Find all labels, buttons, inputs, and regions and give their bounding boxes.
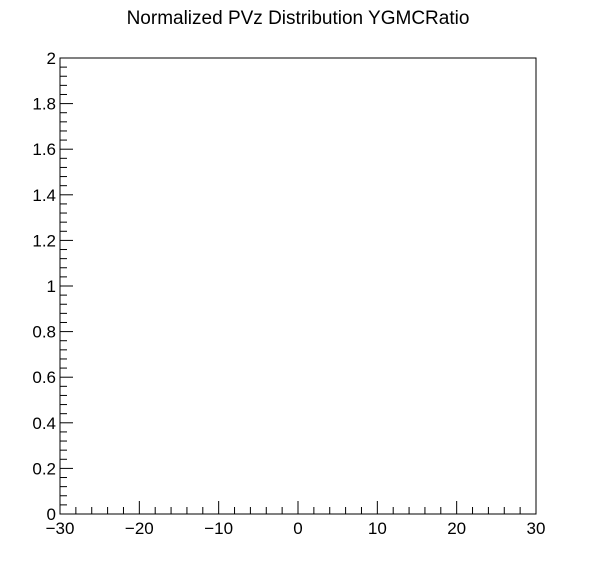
x-tick-label: −30	[46, 519, 75, 538]
x-tick-label: −10	[204, 519, 233, 538]
y-tick-label: 0.4	[32, 414, 56, 433]
y-tick-label: 0.8	[32, 323, 56, 342]
y-tick-label: 1	[47, 277, 56, 296]
y-tick-label: 1.6	[32, 140, 56, 159]
y-tick-label: 0.6	[32, 368, 56, 387]
x-tick-label: −20	[125, 519, 154, 538]
y-tick-label: 1.2	[32, 231, 56, 250]
y-tick-label: 2	[47, 49, 56, 68]
y-tick-label: 1.4	[32, 186, 56, 205]
x-tick-label: 30	[527, 519, 546, 538]
plot-frame	[59, 57, 537, 515]
x-tick-label: 10	[368, 519, 387, 538]
y-tick-label: 0.2	[32, 459, 56, 478]
y-tick-label: 0	[47, 505, 56, 524]
x-tick-label: 0	[293, 519, 302, 538]
chart-title: Normalized PVz Distribution YGMCRatio	[126, 8, 470, 29]
x-tick-label: 20	[447, 519, 466, 538]
y-tick-label: 1.8	[32, 95, 56, 114]
